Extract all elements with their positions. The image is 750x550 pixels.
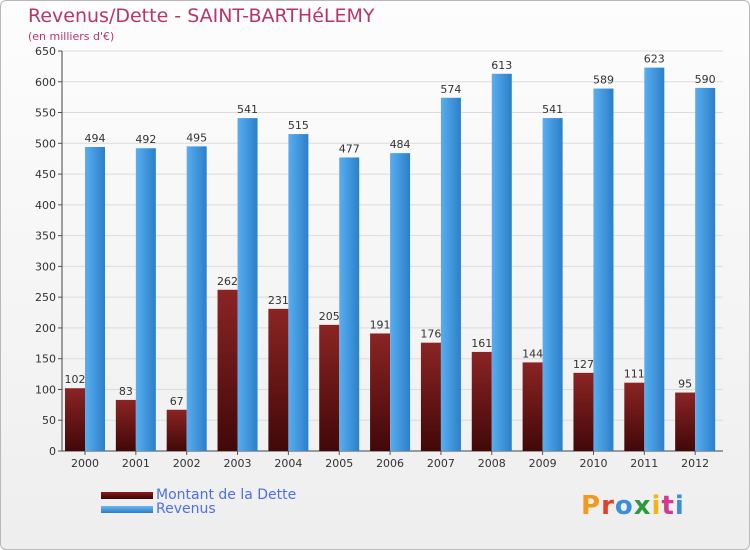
y-tick-label: 450 bbox=[35, 168, 56, 181]
logo-letter: x bbox=[633, 491, 652, 521]
legend-label-revenue: Revenus bbox=[156, 501, 216, 517]
legend-swatch-debt bbox=[101, 491, 153, 499]
y-tick-label: 550 bbox=[35, 107, 56, 120]
legend-item-revenue: Revenus bbox=[101, 501, 216, 517]
data-label-debt: 83 bbox=[119, 385, 133, 398]
data-label-revenue: 484 bbox=[390, 138, 411, 151]
y-tick-label: 100 bbox=[35, 383, 56, 396]
x-tick-label: 2012 bbox=[681, 457, 709, 470]
data-label-revenue: 623 bbox=[644, 53, 665, 66]
x-tick-label: 2010 bbox=[579, 457, 607, 470]
bar-debt bbox=[420, 342, 441, 451]
y-tick-label: 0 bbox=[49, 445, 56, 458]
bar-revenue bbox=[135, 148, 156, 451]
bar-revenue bbox=[593, 88, 614, 452]
data-label-debt: 262 bbox=[217, 275, 238, 288]
chart-title: Revenus/Dette - SAINT-BARTHéLEMY bbox=[28, 5, 375, 27]
x-tick-label: 2005 bbox=[325, 457, 353, 470]
data-label-revenue: 541 bbox=[237, 103, 258, 116]
y-tick-label: 350 bbox=[35, 230, 56, 243]
x-tick-label: 2011 bbox=[630, 457, 658, 470]
x-tick-label: 2009 bbox=[529, 457, 557, 470]
data-label-debt: 95 bbox=[678, 378, 692, 391]
data-label-revenue: 495 bbox=[186, 131, 207, 144]
logo-letter: t bbox=[661, 491, 675, 521]
bar-revenue bbox=[85, 147, 105, 451]
x-tick-label: 2007 bbox=[427, 457, 455, 470]
y-tick-label: 650 bbox=[35, 45, 56, 58]
y-tick-label: 500 bbox=[35, 137, 56, 150]
bar-debt bbox=[115, 399, 136, 451]
data-label-revenue: 494 bbox=[85, 132, 106, 145]
x-tick-label: 2008 bbox=[478, 457, 506, 470]
legend-label-debt: Montant de la Dette bbox=[156, 487, 297, 503]
bar-revenue bbox=[288, 134, 309, 452]
bar-debt bbox=[471, 351, 492, 451]
bar-revenue bbox=[695, 87, 716, 451]
proxiti-logo: Proxiti bbox=[581, 491, 685, 521]
bar-debt bbox=[675, 392, 696, 451]
bar-debt bbox=[573, 372, 594, 451]
data-label-revenue: 574 bbox=[440, 83, 461, 96]
data-label-debt: 161 bbox=[471, 337, 492, 350]
bar-revenue bbox=[186, 146, 207, 451]
bar-revenue bbox=[237, 118, 258, 452]
bar-debt bbox=[217, 289, 238, 451]
bar-debt bbox=[319, 324, 340, 451]
data-label-debt: 102 bbox=[65, 373, 86, 386]
y-tick-label: 600 bbox=[35, 76, 56, 89]
y-tick-label: 400 bbox=[35, 199, 56, 212]
logo-letter: r bbox=[601, 491, 615, 521]
bar-debt bbox=[522, 362, 543, 451]
x-tick-label: 2000 bbox=[71, 457, 99, 470]
bar-revenue bbox=[542, 118, 563, 452]
data-label-debt: 191 bbox=[370, 318, 391, 331]
data-label-revenue: 541 bbox=[542, 103, 563, 116]
logo-letter: i bbox=[674, 491, 685, 521]
y-tick-label: 150 bbox=[35, 353, 56, 366]
y-tick-label: 300 bbox=[35, 260, 56, 273]
data-label-revenue: 613 bbox=[491, 59, 512, 72]
bar-debt bbox=[268, 308, 289, 451]
logo-letter: o bbox=[614, 491, 634, 521]
bar-debt bbox=[624, 382, 645, 451]
bar-debt bbox=[65, 388, 85, 451]
y-tick-label: 50 bbox=[42, 414, 56, 427]
bar-debt bbox=[370, 333, 391, 451]
data-label-debt: 205 bbox=[319, 310, 340, 323]
bar-revenue bbox=[440, 97, 461, 452]
data-label-debt: 111 bbox=[624, 368, 645, 381]
data-label-debt: 144 bbox=[522, 347, 543, 360]
bar-revenue bbox=[390, 153, 411, 451]
data-label-revenue: 492 bbox=[135, 133, 156, 146]
x-tick-label: 2006 bbox=[376, 457, 404, 470]
legend-item-debt: Montant de la Dette bbox=[101, 487, 297, 503]
data-label-revenue: 590 bbox=[695, 73, 716, 86]
y-tick-label: 250 bbox=[35, 291, 56, 304]
x-tick-label: 2003 bbox=[224, 457, 252, 470]
data-label-revenue: 589 bbox=[593, 74, 614, 87]
data-label-revenue: 477 bbox=[339, 142, 360, 155]
data-label-debt: 67 bbox=[170, 395, 184, 408]
data-label-debt: 176 bbox=[420, 328, 441, 341]
data-label-debt: 231 bbox=[268, 294, 289, 307]
bar-revenue bbox=[491, 73, 512, 452]
bar-revenue bbox=[644, 67, 665, 451]
chart-subtitle: (en milliers d'€) bbox=[28, 30, 115, 43]
bar-revenue bbox=[339, 157, 360, 451]
data-label-debt: 127 bbox=[573, 358, 594, 371]
x-tick-label: 2001 bbox=[122, 457, 150, 470]
x-tick-label: 2004 bbox=[274, 457, 302, 470]
y-tick-label: 200 bbox=[35, 322, 56, 335]
bar-debt bbox=[166, 409, 187, 451]
legend-swatch-revenue bbox=[101, 505, 153, 513]
x-tick-label: 2002 bbox=[173, 457, 201, 470]
logo-letter: i bbox=[651, 491, 662, 521]
logo-letter: P bbox=[581, 491, 602, 521]
data-label-revenue: 515 bbox=[288, 119, 309, 132]
